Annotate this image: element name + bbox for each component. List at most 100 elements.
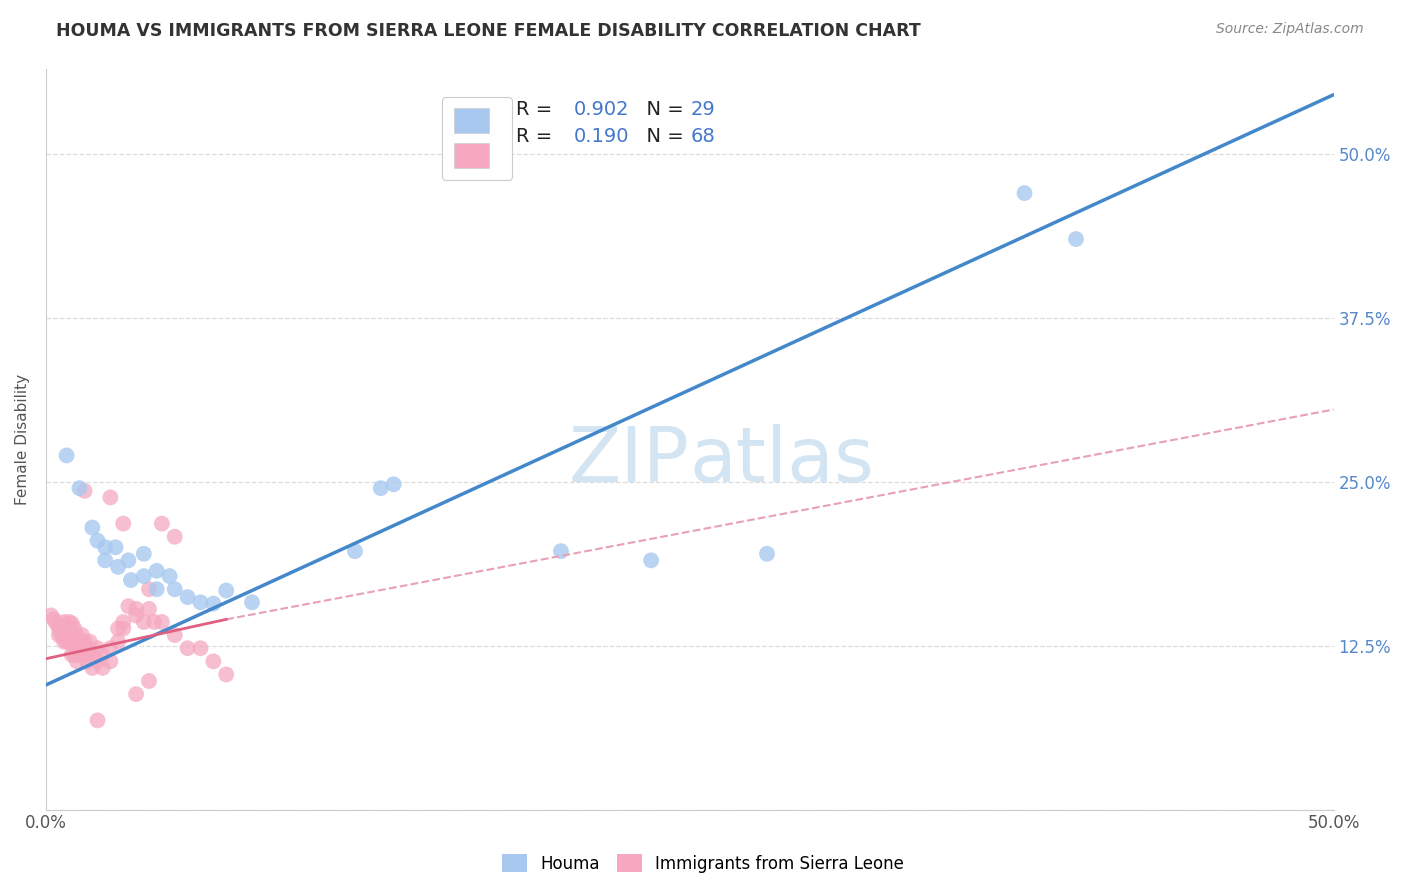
Point bbox=[202, 597, 225, 611]
Point bbox=[112, 615, 135, 629]
Point bbox=[215, 583, 238, 598]
Point bbox=[53, 615, 76, 629]
Point bbox=[63, 634, 86, 648]
Point bbox=[94, 540, 117, 554]
Point bbox=[39, 608, 62, 623]
Text: N =: N = bbox=[634, 100, 690, 119]
Point bbox=[73, 648, 96, 662]
Text: ZIP: ZIP bbox=[569, 425, 690, 499]
Point bbox=[86, 714, 108, 728]
Point bbox=[86, 533, 108, 548]
Point bbox=[42, 612, 65, 626]
Point bbox=[163, 530, 186, 544]
Point bbox=[163, 582, 186, 597]
Point bbox=[125, 602, 148, 616]
Legend: , : , bbox=[441, 96, 512, 180]
Point bbox=[60, 616, 83, 631]
Point bbox=[58, 634, 80, 648]
Point bbox=[176, 641, 198, 656]
Point bbox=[55, 622, 77, 636]
Point bbox=[112, 622, 135, 636]
Point bbox=[58, 628, 80, 642]
Point bbox=[53, 634, 76, 648]
Point bbox=[132, 569, 155, 583]
Point bbox=[132, 615, 155, 629]
Point bbox=[190, 641, 212, 656]
Point bbox=[69, 648, 91, 662]
Point bbox=[145, 564, 167, 578]
Text: 0.902: 0.902 bbox=[574, 100, 630, 119]
Point bbox=[125, 608, 148, 623]
Point bbox=[86, 641, 108, 656]
Point bbox=[51, 622, 73, 636]
Point bbox=[112, 516, 135, 531]
Point bbox=[190, 595, 212, 609]
Point bbox=[73, 483, 96, 498]
Point bbox=[150, 615, 173, 629]
Point bbox=[48, 628, 70, 642]
Point bbox=[73, 634, 96, 648]
Point bbox=[370, 481, 392, 495]
Point bbox=[640, 553, 662, 567]
Point bbox=[202, 654, 225, 668]
Point bbox=[45, 616, 67, 631]
Point bbox=[176, 590, 198, 604]
Point bbox=[159, 569, 181, 583]
Point bbox=[125, 687, 148, 701]
Point bbox=[132, 547, 155, 561]
Point bbox=[63, 622, 86, 636]
Point bbox=[82, 520, 104, 534]
Point bbox=[60, 648, 83, 662]
Point bbox=[343, 544, 366, 558]
Point bbox=[60, 634, 83, 648]
Point bbox=[76, 641, 98, 656]
Point bbox=[138, 673, 160, 688]
Point bbox=[51, 628, 73, 642]
Point bbox=[98, 641, 121, 656]
Point bbox=[70, 641, 93, 656]
Point bbox=[107, 634, 129, 648]
Point bbox=[63, 648, 86, 662]
Text: N =: N = bbox=[634, 128, 690, 146]
Legend: Houma, Immigrants from Sierra Leone: Houma, Immigrants from Sierra Leone bbox=[495, 847, 911, 880]
Point bbox=[550, 544, 572, 558]
Point bbox=[382, 477, 405, 491]
Point bbox=[240, 595, 263, 609]
Point bbox=[1014, 186, 1036, 200]
Point bbox=[1064, 232, 1087, 246]
Point bbox=[107, 622, 129, 636]
Point bbox=[138, 582, 160, 597]
Point bbox=[69, 634, 91, 648]
Point bbox=[79, 648, 101, 662]
Point bbox=[55, 628, 77, 642]
Text: R =: R = bbox=[516, 100, 558, 119]
Point bbox=[163, 628, 186, 642]
Point bbox=[98, 654, 121, 668]
Text: 68: 68 bbox=[690, 128, 716, 146]
Point bbox=[107, 560, 129, 574]
Point bbox=[48, 622, 70, 636]
Point bbox=[79, 634, 101, 648]
Point bbox=[138, 602, 160, 616]
Point bbox=[756, 547, 779, 561]
Point bbox=[66, 654, 89, 668]
Point bbox=[70, 628, 93, 642]
Point bbox=[150, 516, 173, 531]
Point bbox=[94, 553, 117, 567]
Point bbox=[66, 641, 89, 656]
Point bbox=[60, 628, 83, 642]
Point bbox=[215, 667, 238, 681]
Point bbox=[98, 491, 121, 505]
Point bbox=[82, 661, 104, 675]
Point bbox=[58, 615, 80, 629]
Point bbox=[82, 648, 104, 662]
Point bbox=[104, 540, 127, 554]
Text: HOUMA VS IMMIGRANTS FROM SIERRA LEONE FEMALE DISABILITY CORRELATION CHART: HOUMA VS IMMIGRANTS FROM SIERRA LEONE FE… bbox=[56, 22, 921, 40]
Point bbox=[55, 634, 77, 648]
Point bbox=[91, 661, 114, 675]
Point bbox=[76, 654, 98, 668]
Text: Source: ZipAtlas.com: Source: ZipAtlas.com bbox=[1216, 22, 1364, 37]
Point bbox=[55, 449, 77, 463]
Text: R =: R = bbox=[516, 128, 558, 146]
Text: atlas: atlas bbox=[690, 425, 875, 499]
